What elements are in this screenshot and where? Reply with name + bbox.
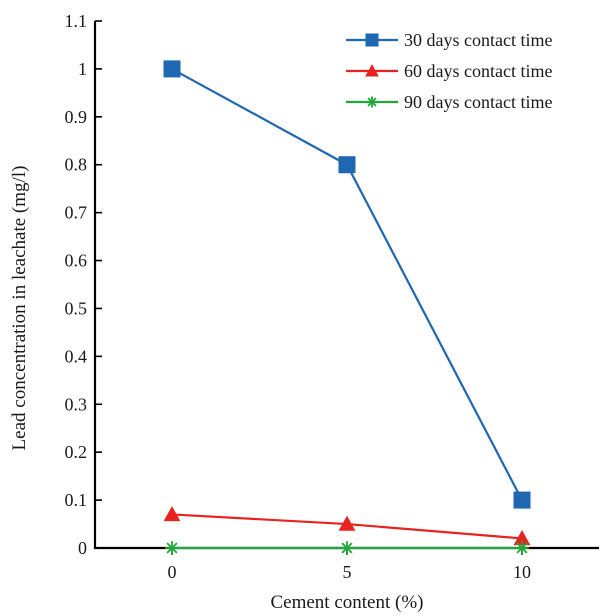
x-tick-label: 0 bbox=[168, 562, 177, 582]
series-2 bbox=[163, 506, 531, 546]
x-axis-ticks: 0 5 10 bbox=[168, 548, 531, 582]
y-tick-label: 1 bbox=[78, 59, 87, 79]
x-tick-label: 10 bbox=[513, 562, 531, 582]
legend-label: 90 days contact time bbox=[404, 92, 552, 112]
legend-label: 60 days contact time bbox=[404, 61, 552, 81]
data-point bbox=[163, 60, 181, 78]
y-tick-label: 0.5 bbox=[65, 298, 88, 318]
y-tick-label: 0.8 bbox=[65, 155, 88, 175]
y-tick-label: 0.1 bbox=[65, 490, 88, 510]
legend-label: 30 days contact time bbox=[404, 30, 552, 50]
data-point bbox=[515, 541, 529, 555]
asterisk-stroke bbox=[367, 97, 377, 107]
y-tick-label: 0.2 bbox=[65, 442, 88, 462]
asterisk-stroke bbox=[516, 542, 528, 554]
data-point bbox=[165, 541, 179, 555]
y-tick-label: 0.7 bbox=[65, 203, 88, 223]
x-axis-title: Cement content (%) bbox=[270, 592, 423, 613]
y-tick-label: 1.1 bbox=[65, 11, 88, 31]
legend-marker bbox=[366, 96, 378, 108]
y-tick-label: 0 bbox=[78, 538, 87, 558]
data-point bbox=[163, 506, 181, 522]
legend-item: 60 days contact time bbox=[346, 61, 552, 81]
y-axis-ticks: 0 0.1 0.2 0.3 0.4 0.5 0.6 0.7 0.8 0.9 1 1.1 bbox=[65, 11, 102, 558]
data-point bbox=[340, 541, 354, 555]
series-1 bbox=[163, 60, 531, 509]
y-tick-label: 0.4 bbox=[65, 346, 88, 366]
legend-item: 90 days contact time bbox=[346, 92, 552, 112]
y-tick-label: 0.9 bbox=[65, 107, 88, 127]
legend-marker bbox=[365, 64, 379, 77]
data-point bbox=[338, 515, 356, 531]
y-tick-label: 0.6 bbox=[65, 251, 88, 271]
asterisk-stroke bbox=[341, 542, 353, 554]
y-axis-title: Lead concentration in leachate (mg/l) bbox=[9, 166, 30, 451]
legend-item: 30 days contact time bbox=[346, 30, 552, 50]
legend-marker bbox=[365, 33, 379, 47]
series-3 bbox=[165, 541, 529, 555]
asterisk-stroke bbox=[166, 542, 178, 554]
data-point bbox=[513, 530, 531, 546]
y-tick-label: 0.3 bbox=[65, 394, 88, 414]
series-line bbox=[171, 67, 523, 501]
data-point bbox=[513, 491, 531, 509]
x-tick-label: 5 bbox=[343, 562, 352, 582]
series-layer bbox=[163, 60, 531, 555]
legend: 30 days contact time 60 days contact time… bbox=[346, 30, 552, 112]
data-point bbox=[338, 156, 356, 174]
